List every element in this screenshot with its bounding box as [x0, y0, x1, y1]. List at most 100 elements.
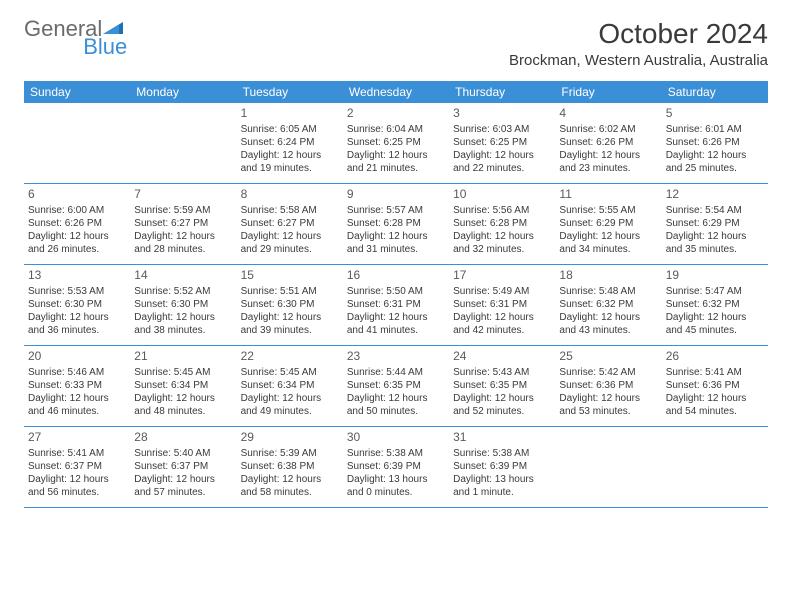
day-header: Friday	[555, 81, 661, 103]
day-cell: 6Sunrise: 6:00 AMSunset: 6:26 PMDaylight…	[24, 184, 130, 264]
day-number: 16	[347, 268, 445, 284]
day-cell: 19Sunrise: 5:47 AMSunset: 6:32 PMDayligh…	[662, 265, 768, 345]
day-number: 5	[666, 106, 764, 122]
day-cell: 18Sunrise: 5:48 AMSunset: 6:32 PMDayligh…	[555, 265, 661, 345]
day-number: 4	[559, 106, 657, 122]
day-info-line: Daylight: 12 hours	[559, 149, 657, 162]
day-cell: 25Sunrise: 5:42 AMSunset: 6:36 PMDayligh…	[555, 346, 661, 426]
day-info-line: and 38 minutes.	[134, 324, 232, 337]
day-info-line: and 45 minutes.	[666, 324, 764, 337]
day-info-line: Sunrise: 6:04 AM	[347, 123, 445, 136]
header: GeneralBlue October 2024 Brockman, Weste…	[0, 0, 792, 77]
day-info-line: Sunset: 6:30 PM	[28, 298, 126, 311]
day-info-line: Daylight: 12 hours	[241, 392, 339, 405]
day-info-line: Sunset: 6:32 PM	[559, 298, 657, 311]
day-info-line: Daylight: 12 hours	[134, 311, 232, 324]
day-info-line: Sunset: 6:31 PM	[347, 298, 445, 311]
day-info-line: Daylight: 12 hours	[453, 392, 551, 405]
day-header: Monday	[130, 81, 236, 103]
day-info-line: Daylight: 12 hours	[666, 392, 764, 405]
day-number: 31	[453, 430, 551, 446]
calendar: SundayMondayTuesdayWednesdayThursdayFrid…	[24, 81, 768, 508]
day-number: 2	[347, 106, 445, 122]
day-info-line: Daylight: 12 hours	[241, 230, 339, 243]
day-cell: 23Sunrise: 5:44 AMSunset: 6:35 PMDayligh…	[343, 346, 449, 426]
day-number: 18	[559, 268, 657, 284]
day-info-line: Daylight: 12 hours	[347, 311, 445, 324]
day-info-line: Sunrise: 5:38 AM	[453, 447, 551, 460]
day-cell: 15Sunrise: 5:51 AMSunset: 6:30 PMDayligh…	[237, 265, 343, 345]
day-cell: 29Sunrise: 5:39 AMSunset: 6:38 PMDayligh…	[237, 427, 343, 507]
day-info-line: Sunrise: 5:41 AM	[666, 366, 764, 379]
day-info-line: Sunset: 6:30 PM	[134, 298, 232, 311]
title-block: October 2024 Brockman, Western Australia…	[509, 18, 768, 69]
day-info-line: Sunset: 6:37 PM	[28, 460, 126, 473]
day-number: 24	[453, 349, 551, 365]
day-info-line: Sunset: 6:39 PM	[347, 460, 445, 473]
day-info-line: and 42 minutes.	[453, 324, 551, 337]
day-info-line: Sunset: 6:27 PM	[241, 217, 339, 230]
day-header: Thursday	[449, 81, 555, 103]
day-cell: 11Sunrise: 5:55 AMSunset: 6:29 PMDayligh…	[555, 184, 661, 264]
day-info-line: Sunset: 6:26 PM	[559, 136, 657, 149]
day-info-line: Sunrise: 6:01 AM	[666, 123, 764, 136]
day-info-line: Daylight: 12 hours	[241, 311, 339, 324]
day-info-line: Sunrise: 5:44 AM	[347, 366, 445, 379]
day-cell: 20Sunrise: 5:46 AMSunset: 6:33 PMDayligh…	[24, 346, 130, 426]
day-info-line: Sunset: 6:35 PM	[347, 379, 445, 392]
day-info-line: Sunrise: 6:02 AM	[559, 123, 657, 136]
day-info-line: and 57 minutes.	[134, 486, 232, 499]
week-row: 20Sunrise: 5:46 AMSunset: 6:33 PMDayligh…	[24, 346, 768, 427]
day-info-line: Daylight: 12 hours	[241, 473, 339, 486]
day-info-line: Daylight: 12 hours	[134, 473, 232, 486]
day-info-line: and 49 minutes.	[241, 405, 339, 418]
day-info-line: Sunset: 6:25 PM	[453, 136, 551, 149]
day-info-line: Sunset: 6:34 PM	[241, 379, 339, 392]
day-info-line: Sunset: 6:25 PM	[347, 136, 445, 149]
day-info-line: Daylight: 13 hours	[347, 473, 445, 486]
day-info-line: Sunrise: 5:51 AM	[241, 285, 339, 298]
day-info-line: and 36 minutes.	[28, 324, 126, 337]
day-info-line: Sunrise: 5:45 AM	[241, 366, 339, 379]
day-info-line: Sunset: 6:29 PM	[559, 217, 657, 230]
day-info-line: Sunrise: 5:38 AM	[347, 447, 445, 460]
day-info-line: Daylight: 12 hours	[559, 311, 657, 324]
day-cell: 10Sunrise: 5:56 AMSunset: 6:28 PMDayligh…	[449, 184, 555, 264]
day-info-line: Daylight: 12 hours	[559, 230, 657, 243]
day-number: 23	[347, 349, 445, 365]
day-cell: 30Sunrise: 5:38 AMSunset: 6:39 PMDayligh…	[343, 427, 449, 507]
day-cell	[130, 103, 236, 183]
day-info-line: Sunrise: 5:39 AM	[241, 447, 339, 460]
day-info-line: Daylight: 12 hours	[559, 392, 657, 405]
day-info-line: Daylight: 13 hours	[453, 473, 551, 486]
day-info-line: Sunset: 6:34 PM	[134, 379, 232, 392]
day-cell: 22Sunrise: 5:45 AMSunset: 6:34 PMDayligh…	[237, 346, 343, 426]
day-info-line: and 41 minutes.	[347, 324, 445, 337]
week-row: 13Sunrise: 5:53 AMSunset: 6:30 PMDayligh…	[24, 265, 768, 346]
day-info-line: Sunset: 6:36 PM	[666, 379, 764, 392]
day-info-line: Daylight: 12 hours	[453, 311, 551, 324]
day-info-line: Sunset: 6:31 PM	[453, 298, 551, 311]
day-info-line: Sunrise: 6:05 AM	[241, 123, 339, 136]
day-info-line: Sunset: 6:28 PM	[453, 217, 551, 230]
day-info-line: and 31 minutes.	[347, 243, 445, 256]
day-number: 29	[241, 430, 339, 446]
day-info-line: Sunset: 6:24 PM	[241, 136, 339, 149]
day-info-line: Sunrise: 5:48 AM	[559, 285, 657, 298]
day-info-line: Daylight: 12 hours	[241, 149, 339, 162]
day-number: 12	[666, 187, 764, 203]
day-info-line: Sunrise: 6:03 AM	[453, 123, 551, 136]
day-info-line: Sunset: 6:33 PM	[28, 379, 126, 392]
day-number: 13	[28, 268, 126, 284]
day-cell: 17Sunrise: 5:49 AMSunset: 6:31 PMDayligh…	[449, 265, 555, 345]
week-row: 1Sunrise: 6:05 AMSunset: 6:24 PMDaylight…	[24, 103, 768, 184]
day-cell: 9Sunrise: 5:57 AMSunset: 6:28 PMDaylight…	[343, 184, 449, 264]
day-cell: 21Sunrise: 5:45 AMSunset: 6:34 PMDayligh…	[130, 346, 236, 426]
day-cell: 7Sunrise: 5:59 AMSunset: 6:27 PMDaylight…	[130, 184, 236, 264]
day-cell	[662, 427, 768, 507]
day-info-line: and 21 minutes.	[347, 162, 445, 175]
day-info-line: Sunset: 6:27 PM	[134, 217, 232, 230]
day-cell: 16Sunrise: 5:50 AMSunset: 6:31 PMDayligh…	[343, 265, 449, 345]
day-info-line: Sunrise: 5:53 AM	[28, 285, 126, 298]
day-cell: 1Sunrise: 6:05 AMSunset: 6:24 PMDaylight…	[237, 103, 343, 183]
